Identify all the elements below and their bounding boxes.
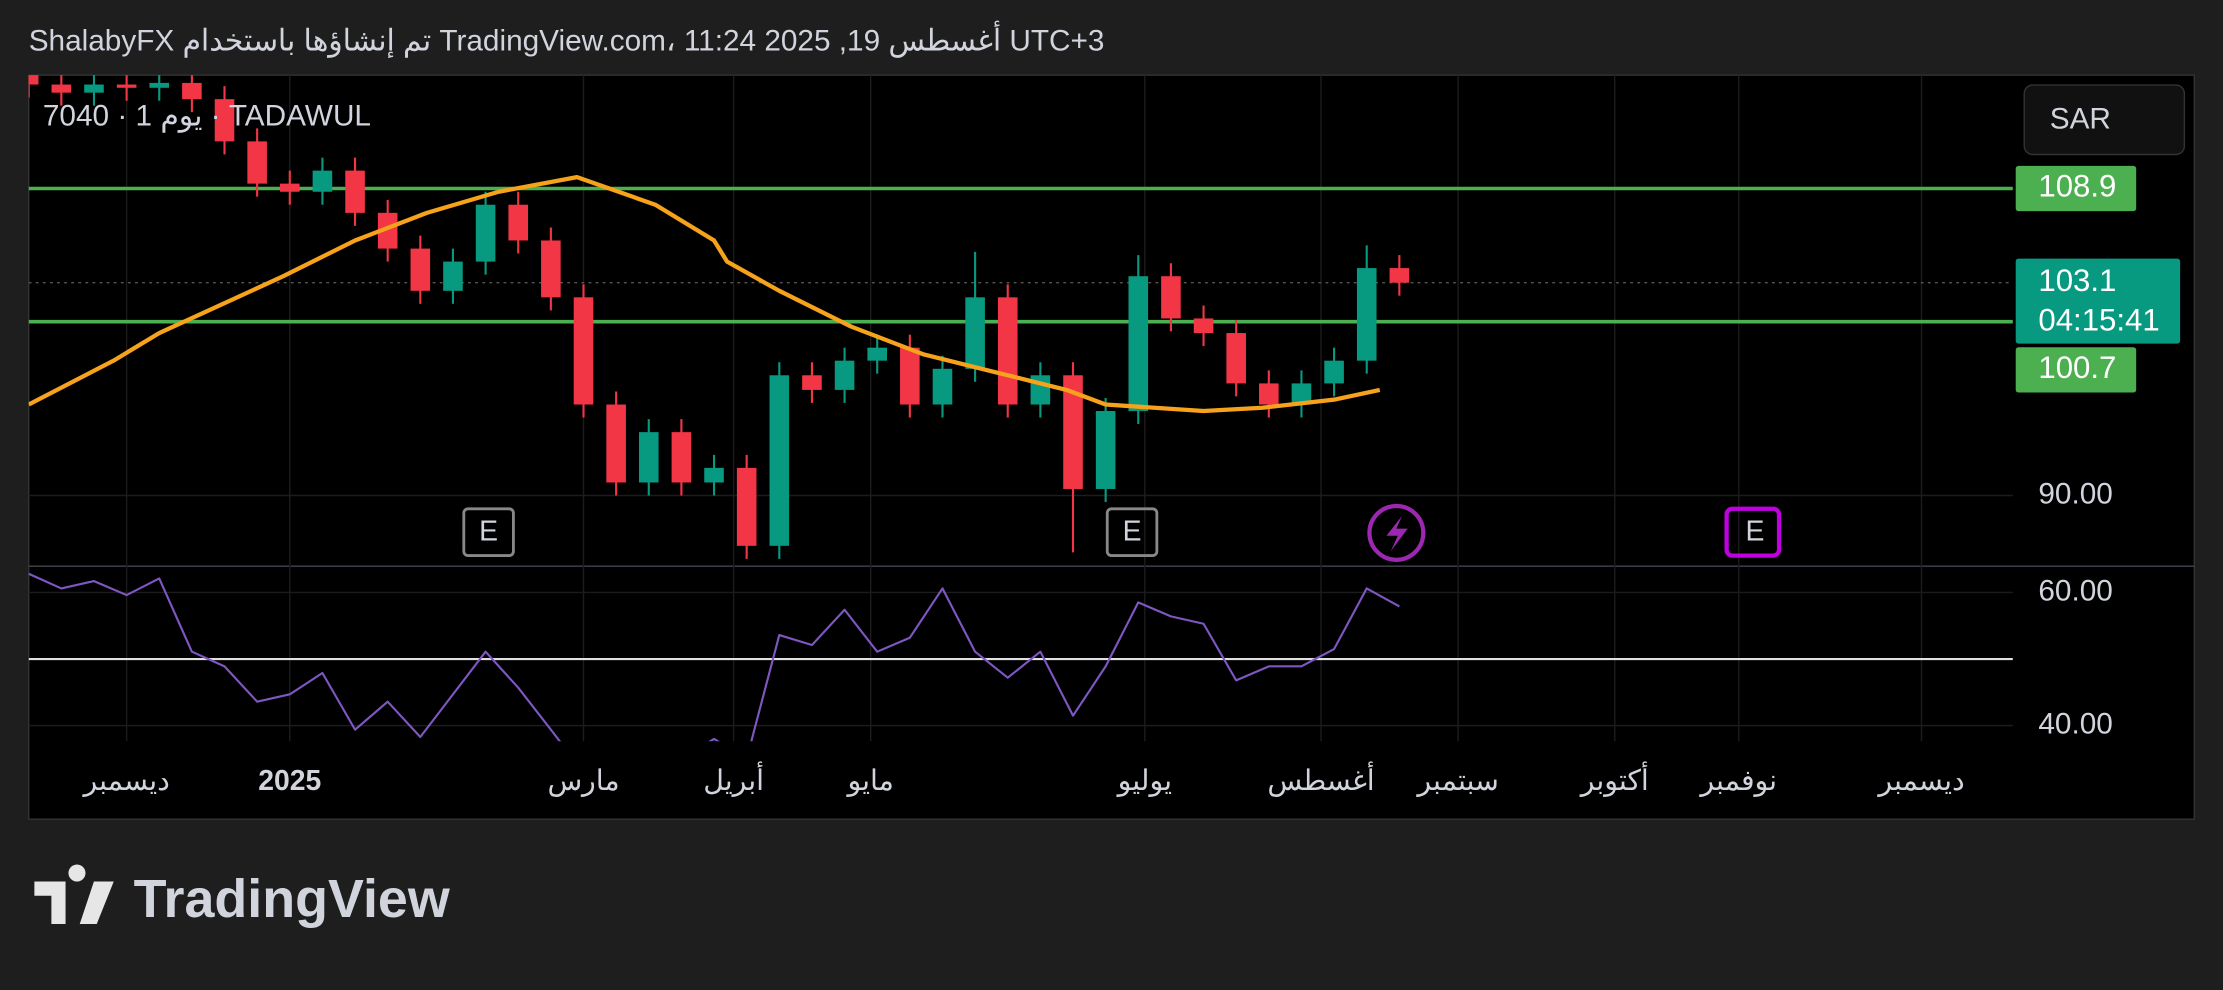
countdown: 04:15:41 — [2038, 303, 2159, 338]
header-title: ShalabyFX تم إنشاؤها باستخدام TradingVie… — [29, 20, 1105, 58]
candle-body — [247, 141, 267, 184]
level-label: 100.7 — [2038, 350, 2116, 385]
svg-text:E: E — [479, 515, 498, 547]
candle-body — [671, 432, 692, 483]
candle-body — [802, 375, 822, 390]
y-tick-label: 90.00 — [2038, 477, 2112, 510]
x-tick-label: ديسمبر — [1876, 765, 1964, 797]
candle-body — [214, 99, 235, 142]
x-tick-label: ديسمبر — [81, 765, 169, 797]
candle-body — [1389, 268, 1410, 283]
candle-body — [116, 84, 137, 88]
candle-body — [932, 368, 953, 405]
future-earnings-icon: E — [1724, 506, 1782, 558]
candle-body — [1259, 383, 1279, 405]
candle-body — [508, 204, 529, 241]
candle-body — [1291, 383, 1312, 405]
candle-body — [377, 212, 398, 249]
dividend-icon — [1367, 503, 1426, 562]
candle-body — [1063, 375, 1083, 489]
svg-text:E: E — [1745, 515, 1764, 547]
x-tick-label: أكتوبر — [1579, 762, 1649, 797]
candle-body — [345, 170, 365, 213]
candle-body — [900, 347, 920, 405]
level-label: 108.9 — [2038, 169, 2116, 204]
candle-body — [638, 432, 659, 483]
symbol-label: 7040 · 1 يوم · TADAWUL — [43, 99, 371, 133]
candle-body — [1161, 276, 1181, 319]
candle-body — [1226, 333, 1246, 384]
x-tick-label: يوليو — [1116, 765, 1172, 797]
svg-text:TradingView: TradingView — [134, 869, 450, 929]
candle-body — [182, 82, 202, 100]
rsi-line — [28, 572, 1400, 742]
candle-body — [1128, 276, 1149, 412]
candle-body — [1095, 411, 1116, 489]
candle-body — [541, 240, 561, 298]
candle-body — [867, 347, 887, 361]
rsi-tick-label: 60.00 — [2038, 574, 2112, 607]
candle-body — [28, 75, 39, 85]
candle-body — [834, 360, 855, 390]
earnings-icon: E — [1105, 507, 1159, 557]
candle-body — [51, 84, 72, 93]
svg-text:E: E — [1123, 515, 1142, 547]
candle-body — [1193, 318, 1214, 334]
candle-body — [149, 82, 170, 88]
currency-button[interactable] — [2023, 84, 2186, 156]
level-label-bg — [2015, 347, 2137, 393]
last-price-bg — [2015, 258, 2181, 344]
logo: TradingView — [34, 864, 450, 929]
candle-body — [1356, 268, 1377, 361]
earnings-icon: E — [462, 507, 515, 557]
candle-body — [312, 170, 333, 192]
candle-body — [573, 297, 594, 405]
candle-body — [1324, 360, 1344, 384]
candle-body — [997, 297, 1018, 405]
candle-body — [704, 467, 724, 483]
last-price-label: 103.1 — [2038, 263, 2116, 298]
x-tick-label: مايو — [846, 765, 894, 797]
x-tick-label: نوفمبر — [1698, 765, 1777, 797]
x-tick-label: 2025 — [258, 765, 321, 797]
candle-body — [769, 375, 790, 546]
candle-body — [443, 261, 463, 291]
x-tick-label: أبريل — [703, 762, 764, 797]
candle-body — [410, 248, 431, 291]
currency: SAR — [2050, 102, 2111, 135]
x-tick-label: سبتمبر — [1415, 765, 1498, 797]
candle-body — [606, 404, 626, 483]
moving-average — [28, 174, 1381, 414]
candle-body — [84, 84, 104, 93]
level-label-bg — [2015, 165, 2137, 212]
x-tick-label: أغسطس — [1267, 762, 1374, 797]
candle-body — [965, 297, 985, 369]
candle-body — [736, 467, 757, 546]
rsi-tick-label: 40.00 — [2038, 708, 2112, 741]
candle-body — [279, 183, 300, 192]
x-tick-label: مارس — [547, 765, 619, 797]
candle-body — [475, 204, 496, 262]
